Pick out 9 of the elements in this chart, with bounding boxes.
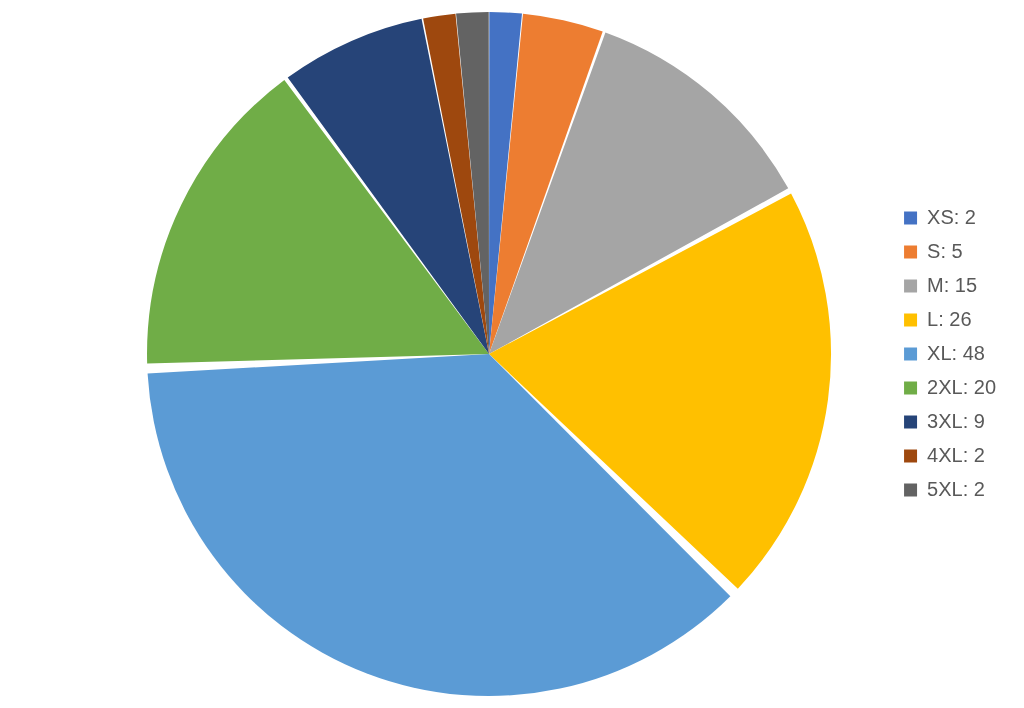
legend-label: 4XL: 2 (927, 443, 985, 466)
legend-label: XL: 48 (927, 341, 985, 364)
legend-label: 3XL: 9 (927, 409, 985, 432)
legend-label: M: 15 (927, 273, 978, 296)
legend-label: 2XL: 20 (927, 375, 997, 398)
legend-label: S: 5 (927, 239, 963, 262)
legend-label: 5XL: 2 (927, 477, 985, 500)
legend-label: L: 26 (927, 307, 972, 330)
legend-label: XS: 2 (927, 205, 976, 228)
